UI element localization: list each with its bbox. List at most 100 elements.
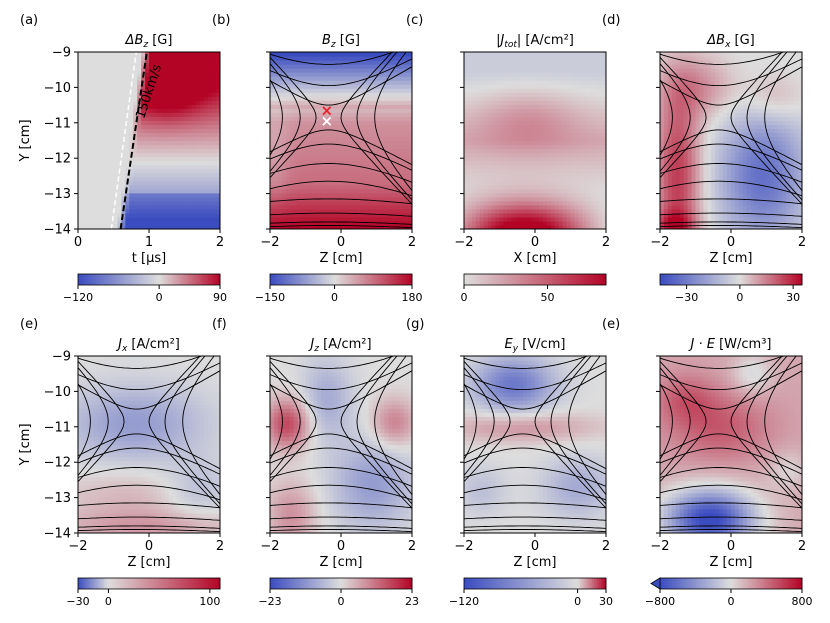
heatmap-cell <box>196 140 201 146</box>
field-line <box>270 52 396 65</box>
heatmap-cell <box>531 208 536 214</box>
heatmap-cell <box>352 88 358 93</box>
colorbar-segment <box>312 274 316 285</box>
heatmap-cell <box>113 204 119 210</box>
heatmap-cell <box>188 128 193 134</box>
heatmap-cell <box>602 60 606 65</box>
field-line <box>270 212 412 217</box>
heatmap-cell <box>507 144 512 150</box>
heatmap-cell <box>594 220 599 226</box>
heatmap-cell <box>352 204 358 210</box>
heatmap-cell <box>344 212 350 218</box>
front-line-white <box>110 51 137 230</box>
heatmap-cell <box>586 160 591 166</box>
heatmap-cell <box>141 208 146 214</box>
heatmap-cell <box>78 128 83 134</box>
heatmap-cell <box>475 80 481 85</box>
heatmap-cell <box>289 180 295 186</box>
heatmap-cell <box>297 68 303 73</box>
heatmap-cell <box>558 92 564 97</box>
heatmap-cell <box>277 56 283 61</box>
heatmap-cell <box>160 164 166 170</box>
heatmap-cell <box>464 148 469 154</box>
colorbar-segment <box>508 274 512 285</box>
heatmap-cell <box>129 216 134 222</box>
heatmap-cell <box>313 108 318 113</box>
heatmap-cell <box>216 112 220 117</box>
heatmap-cell <box>270 96 275 101</box>
heatmap-cell <box>85 188 91 194</box>
heatmap-cell <box>270 188 275 194</box>
heatmap-cell <box>168 220 174 226</box>
heatmap-cell <box>149 88 154 93</box>
heatmap-cell <box>491 84 497 89</box>
heatmap-cell <box>360 220 366 226</box>
colorbar-segment <box>106 274 110 285</box>
heatmap-cell <box>333 216 338 222</box>
heatmap-cell <box>85 108 91 113</box>
heatmap-cell <box>356 172 362 178</box>
heatmap-cell <box>542 104 548 109</box>
heatmap-cell <box>117 212 122 218</box>
heatmap-cell <box>475 124 481 130</box>
heatmap-cell <box>566 108 572 113</box>
heatmap-cell <box>121 216 126 222</box>
heatmap-cell <box>281 68 287 73</box>
colorbar-segment <box>175 274 178 285</box>
heatmap-cell <box>471 68 477 73</box>
heatmap-cell <box>523 180 528 186</box>
heatmap-cell <box>535 200 540 206</box>
heatmap-cell <box>471 76 477 81</box>
heatmap-cell <box>392 84 397 89</box>
heatmap-cell <box>117 56 122 61</box>
heatmap-cell <box>109 120 115 126</box>
heatmap-cell <box>598 168 603 174</box>
heatmap-cell <box>602 144 606 150</box>
heatmap-cell <box>301 152 307 158</box>
heatmap-cell <box>149 192 154 198</box>
heatmap-cell <box>141 132 146 138</box>
heatmap-cell <box>467 208 473 214</box>
heatmap-cell <box>289 72 295 77</box>
heatmap-cell <box>562 88 568 93</box>
heatmap-cell <box>156 224 162 229</box>
heatmap-cell <box>313 148 318 154</box>
heatmap-cell <box>566 192 572 198</box>
heatmap-cell <box>376 100 382 105</box>
heatmap-cell <box>511 84 516 89</box>
heatmap-cell <box>317 176 322 182</box>
heatmap-cell <box>273 148 279 154</box>
heatmap-cell <box>101 144 107 150</box>
heatmap-cell <box>89 60 95 65</box>
heatmap-cell <box>578 60 583 65</box>
heatmap-cell <box>180 164 186 170</box>
heatmap-cell <box>270 92 275 97</box>
heatmap-cell <box>594 192 599 198</box>
heatmap-cell <box>396 196 401 202</box>
heatmap-cell <box>293 68 299 73</box>
heatmap-cell <box>137 212 142 218</box>
heatmap-cell <box>491 216 497 222</box>
heatmap-cell <box>133 104 138 109</box>
heatmap-cell <box>129 104 134 109</box>
heatmap-cell <box>208 112 213 117</box>
heatmap-cell <box>212 176 217 182</box>
heatmap-cell <box>475 216 481 222</box>
heatmap-cell <box>352 128 358 134</box>
heatmap-cell <box>188 92 193 97</box>
heatmap-cell <box>270 180 275 186</box>
heatmap-cell <box>464 216 469 222</box>
heatmap-cell <box>180 156 186 162</box>
heatmap-cell <box>129 64 134 69</box>
heatmap-cell <box>208 52 213 57</box>
heatmap-cell <box>188 200 193 206</box>
heatmap-cell <box>121 160 126 166</box>
heatmap-cell <box>586 68 591 73</box>
heatmap-cell <box>376 176 382 182</box>
heatmap-cell <box>550 156 556 162</box>
heatmap-cell <box>400 72 405 77</box>
heatmap-cell <box>309 100 314 105</box>
heatmap-cell <box>337 132 342 138</box>
heatmap-cell <box>176 96 182 101</box>
heatmap-cell <box>479 208 485 214</box>
